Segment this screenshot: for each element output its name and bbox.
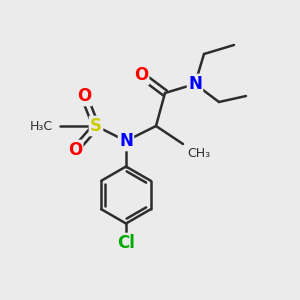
Text: O: O: [134, 66, 148, 84]
Text: Cl: Cl: [117, 234, 135, 252]
Text: N: N: [119, 132, 133, 150]
Text: O: O: [77, 87, 91, 105]
Text: CH₃: CH₃: [188, 147, 211, 160]
Text: O: O: [68, 141, 82, 159]
Text: H₃C: H₃C: [29, 119, 52, 133]
Text: S: S: [90, 117, 102, 135]
Text: N: N: [188, 75, 202, 93]
